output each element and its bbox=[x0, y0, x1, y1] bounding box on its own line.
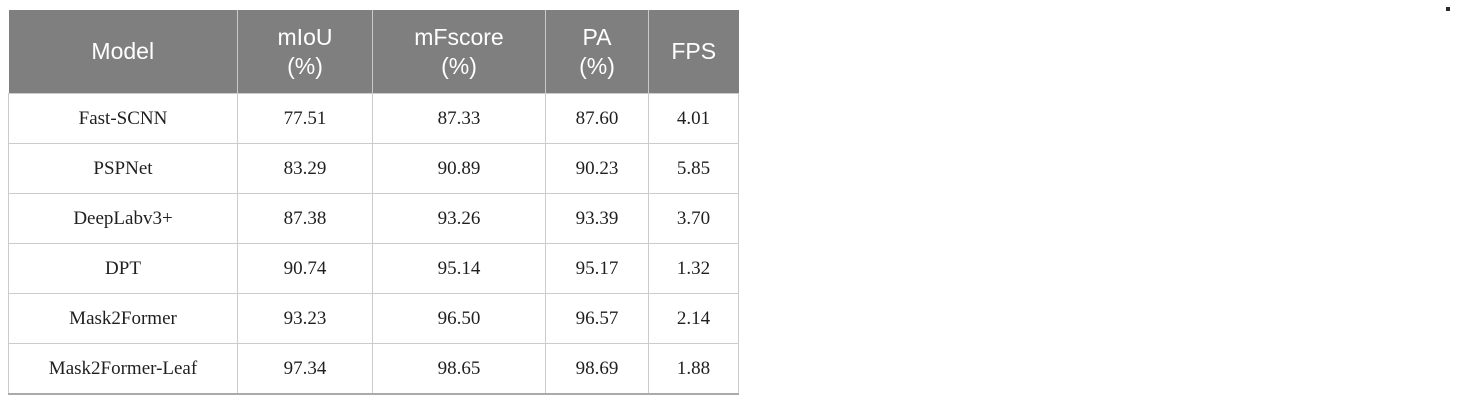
table-header: Model mIoU (%) mFscore (%) PA (%) FPS bbox=[8, 10, 739, 94]
table-row: PSPNet 83.29 90.89 90.23 5.85 bbox=[8, 143, 739, 194]
model-results-table: Model mIoU (%) mFscore (%) PA (%) FPS Fast-S… bbox=[8, 10, 739, 395]
value-cell: 87.33 bbox=[372, 93, 546, 144]
value-cell: 95.17 bbox=[545, 243, 649, 294]
table-row: Fast-SCNN 77.51 87.33 87.60 4.01 bbox=[8, 93, 739, 144]
model-name-cell: DPT bbox=[8, 243, 238, 294]
model-name-cell: PSPNet bbox=[8, 143, 238, 194]
model-name-cell: Mask2Former bbox=[8, 293, 238, 344]
value-cell: 98.65 bbox=[372, 343, 546, 395]
value-cell: 90.89 bbox=[372, 143, 546, 194]
column-header: Model bbox=[8, 10, 238, 94]
value-cell: 83.29 bbox=[237, 143, 373, 194]
value-cell: 96.57 bbox=[545, 293, 649, 344]
value-cell: 87.38 bbox=[237, 193, 373, 244]
value-cell: 95.14 bbox=[372, 243, 546, 294]
table-body: Fast-SCNN 77.51 87.33 87.60 4.01 PSPNet 83.29 9… bbox=[8, 93, 739, 395]
value-cell: 1.32 bbox=[648, 243, 739, 294]
stray-dot bbox=[1446, 7, 1450, 11]
value-cell: 2.14 bbox=[648, 293, 739, 344]
value-cell: 3.70 bbox=[648, 193, 739, 244]
table-row: DPT 90.74 95.14 95.17 1.32 bbox=[8, 243, 739, 294]
model-name-cell: DeepLabv3+ bbox=[8, 193, 238, 244]
column-header: PA (%) bbox=[545, 10, 649, 94]
table-header-row: Model mIoU (%) mFscore (%) PA (%) FPS bbox=[8, 10, 739, 94]
value-cell: 93.39 bbox=[545, 193, 649, 244]
table-row: Mask2Former-Leaf 97.34 98.65 98.69 1.88 bbox=[8, 343, 739, 395]
value-cell: 87.60 bbox=[545, 93, 649, 144]
model-name-cell: Fast-SCNN bbox=[8, 93, 238, 144]
table-row: Mask2Former 93.23 96.50 96.57 2.14 bbox=[8, 293, 739, 344]
value-cell: 1.88 bbox=[648, 343, 739, 395]
value-cell: 96.50 bbox=[372, 293, 546, 344]
value-cell: 98.69 bbox=[545, 343, 649, 395]
table-row: DeepLabv3+ 87.38 93.26 93.39 3.70 bbox=[8, 193, 739, 244]
column-header: FPS bbox=[648, 10, 739, 94]
column-header: mIoU (%) bbox=[237, 10, 373, 94]
value-cell: 4.01 bbox=[648, 93, 739, 144]
value-cell: 93.23 bbox=[237, 293, 373, 344]
value-cell: 90.23 bbox=[545, 143, 649, 194]
value-cell: 5.85 bbox=[648, 143, 739, 194]
value-cell: 93.26 bbox=[372, 193, 546, 244]
value-cell: 90.74 bbox=[237, 243, 373, 294]
column-header: mFscore (%) bbox=[372, 10, 546, 94]
model-name-cell: Mask2Former-Leaf bbox=[8, 343, 238, 395]
value-cell: 77.51 bbox=[237, 93, 373, 144]
value-cell: 97.34 bbox=[237, 343, 373, 395]
